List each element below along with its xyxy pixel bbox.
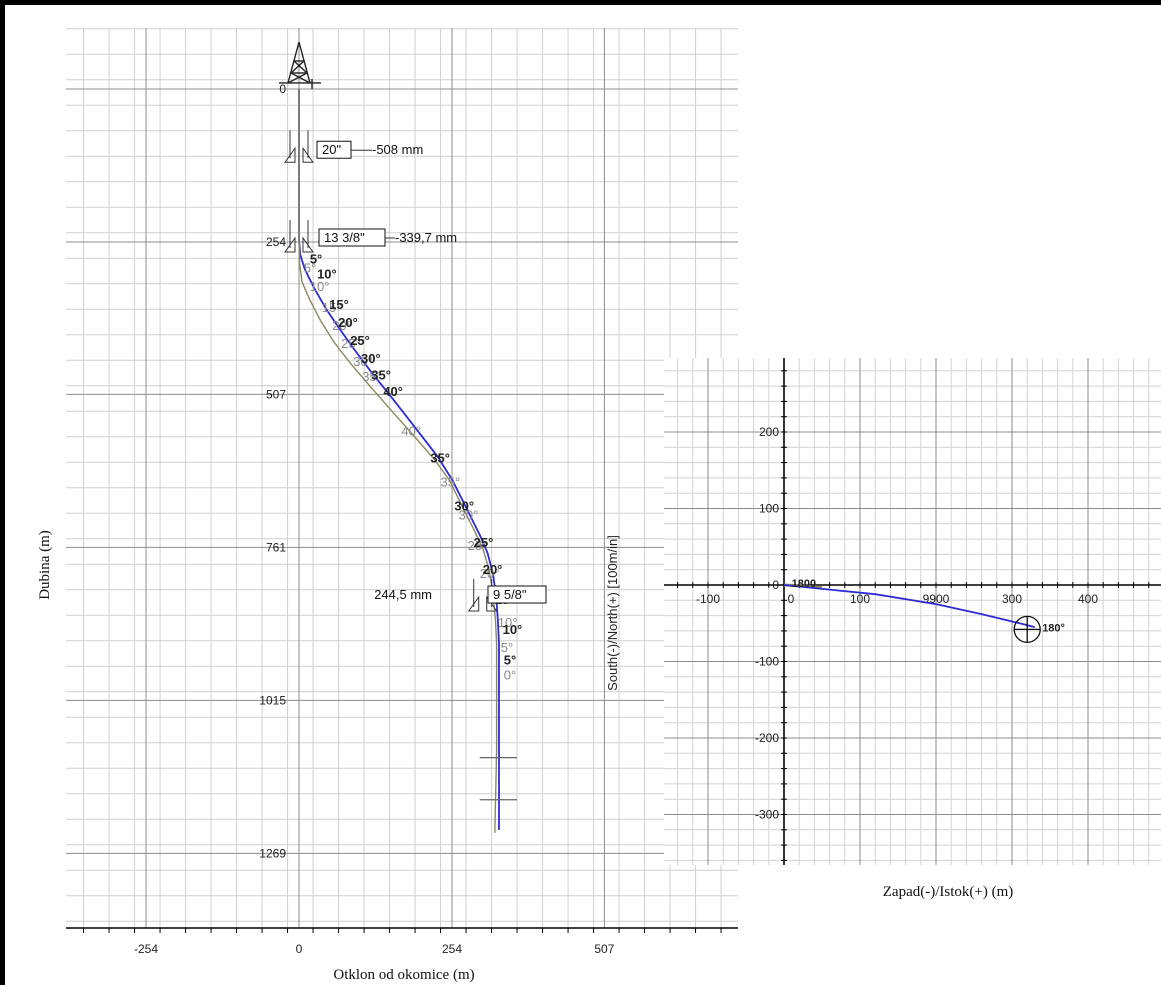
angle-label-actual: 30° <box>459 508 479 523</box>
angle-label-planned: 10° <box>503 622 523 637</box>
angle-label-actual: 25° <box>341 336 361 351</box>
y-tick-label: 254 <box>266 235 286 249</box>
vertical-section-ticks: -254 0 254 507 0 254 507 761 1015 1269 <box>134 82 615 956</box>
y-tick-label: 1269 <box>259 846 286 860</box>
angle-label-actual: 20° <box>480 566 500 581</box>
plan-y-tick-label: 0 <box>772 578 779 592</box>
plan-y-tick-label: -100 <box>755 655 779 669</box>
plan-y-tick-label: -300 <box>755 808 779 822</box>
vertical-section-annotations: 5°10°15°20°25°30°35°40°35°30°25°20°15°10… <box>304 252 522 683</box>
y-tick-label: 1015 <box>259 693 286 707</box>
angle-label-planned: 30° <box>361 351 381 366</box>
angle-label-actual: 5° <box>304 261 316 276</box>
casing-shoe: 20" -508 mm <box>284 130 423 163</box>
plan-target-label: 180° <box>1042 622 1065 634</box>
planned-trajectory <box>298 89 500 830</box>
y-axis-label: Dubina (m) <box>37 530 53 600</box>
derrick-brace <box>293 60 308 74</box>
y-tick-label: 0 <box>279 82 286 96</box>
derrick-leg <box>287 41 300 84</box>
y-tick-label: 507 <box>266 387 286 401</box>
angle-label-actual: 20° <box>332 318 352 333</box>
plan-y-axis-label: South(-)/North(+) [100m/in] <box>605 535 620 691</box>
x-tick-label: 507 <box>594 942 614 956</box>
actual-trajectory <box>298 89 498 833</box>
derrick-brace <box>287 72 308 84</box>
casing-size-label: -339,7 mm <box>395 230 457 245</box>
x-tick-label: 0 <box>296 942 303 956</box>
angle-label-actual: 10° <box>498 615 518 630</box>
angle-label-planned: 20° <box>483 562 503 577</box>
plan-x-axis-label: Zapad(-)/Istok(+) (m) <box>883 884 1014 900</box>
angle-label-planned: 35° <box>371 367 391 382</box>
x-tick-label: -254 <box>134 942 158 956</box>
angle-label-planned: 5° <box>310 252 322 267</box>
plan-view-background <box>664 358 1161 865</box>
angle-label-actual: 35° <box>362 369 382 384</box>
angle-label-actual: 5° <box>501 640 513 655</box>
casing-label: 20" <box>322 142 341 157</box>
angle-label-actual: 10° <box>310 279 330 294</box>
plan-view-grid <box>664 358 1161 865</box>
angle-label-planned: 10° <box>317 267 337 282</box>
plan-y-tick-label: -200 <box>755 731 779 745</box>
derrick-brace <box>290 60 305 74</box>
vertical-section-series <box>298 89 518 833</box>
angle-label-planned: 25° <box>350 333 370 348</box>
casing-shoe: 13 3/8" -339,7 mm <box>284 220 457 253</box>
angle-label-planned: 20° <box>338 315 358 330</box>
angle-label-planned: 40° <box>383 384 403 399</box>
vertical-section-axes <box>66 927 738 933</box>
casing-label: 13 3/8" <box>324 230 365 245</box>
angle-label-actual: 0° <box>504 667 516 682</box>
angle-label-planned: 15° <box>329 297 349 312</box>
x-axis-label: Otklon od okomice (m) <box>333 967 474 983</box>
plan-x-tick-label: -100 <box>696 592 720 606</box>
plan-y-tick-label: 100 <box>759 502 779 516</box>
angle-label-actual: 25° <box>468 538 488 553</box>
y-tick-label: 761 <box>266 540 286 554</box>
casing-size-label: -508 mm <box>372 142 423 157</box>
angle-label-planned: 25° <box>474 535 494 550</box>
casing-label-box <box>487 585 547 604</box>
plan-y-tick-label: 200 <box>759 425 779 439</box>
angle-label-actual: 30° <box>353 354 373 369</box>
casing-shoe: 9 5/8" 244,5 mm <box>374 579 547 612</box>
vertical-section-casings: 20" -508 mm 13 3/8" -339,7 mm 9 5/8" 244,5 mm <box>284 130 547 612</box>
plan-x-tick-label: 300 <box>1002 592 1022 606</box>
angle-label-planned: 5° <box>504 652 516 667</box>
angle-label-actual: 15° <box>322 300 342 315</box>
angle-label-planned: 30° <box>454 499 474 514</box>
derrick-brace <box>290 72 311 84</box>
plan-view-panel <box>664 358 1161 865</box>
plan-planned-trajectory <box>783 584 1036 628</box>
plan-view-series: 1800 <box>783 578 1036 628</box>
plan-x-tick-label: 400 <box>1078 592 1098 606</box>
derrick-leg <box>298 41 311 84</box>
casing-label: 9 5/8" <box>493 587 527 602</box>
plan-x-tick-label: 0 <box>788 592 795 606</box>
casing-size-label: 244,5 mm <box>374 587 432 602</box>
vertical-section-grid <box>66 28 738 928</box>
angle-label-actual: 40° <box>401 423 421 438</box>
angle-label-planned: 35° <box>430 450 450 465</box>
angle-label-actual: 35° <box>441 475 461 490</box>
plan-origin-label: 1800 <box>792 578 816 590</box>
target-marker: 180° <box>1013 615 1065 644</box>
plan-x-tick-label: 100 <box>850 592 870 606</box>
x-tick-label: 254 <box>442 942 462 956</box>
derrick-icon <box>279 41 321 89</box>
plan-view-axes <box>664 358 1161 865</box>
